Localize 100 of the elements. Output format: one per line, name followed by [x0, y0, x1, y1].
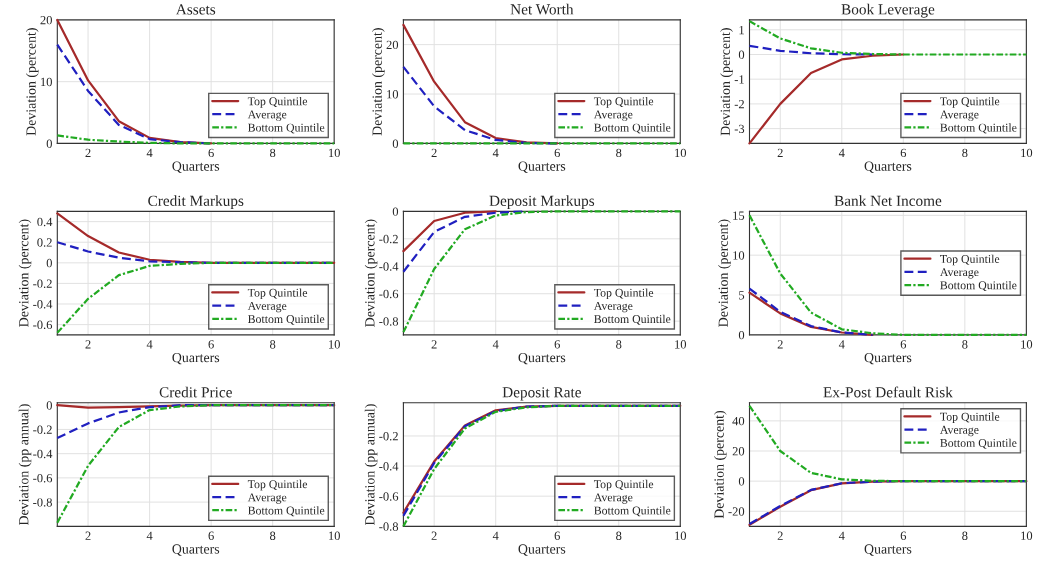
legend-label: Top Quintile: [593, 288, 654, 300]
y-tick-label: 0: [46, 258, 52, 268]
x-tick-label: 6: [554, 531, 560, 540]
y-tick-label: 10: [733, 251, 745, 260]
legend-label: Bottom Quintile: [940, 280, 1017, 292]
x-tick-label: 6: [554, 148, 560, 158]
chart-title: Assets: [175, 4, 216, 15]
legend-label: Bottom Quintile: [248, 123, 325, 134]
legend-label: Top Quintile: [247, 288, 308, 300]
legend-label: Average: [939, 425, 979, 437]
y-axis-title: Deviation (pp annual): [18, 404, 32, 526]
y-axis-title: Deviation (percent): [364, 219, 378, 327]
chart-title: Credit Markups: [148, 195, 244, 210]
y-tick-label: -0.4: [379, 462, 399, 471]
x-axis-title: Quarters: [864, 352, 912, 365]
y-tick-label: -0.6: [379, 492, 399, 501]
x-tick-label: 8: [616, 340, 622, 349]
legend-label: Average: [593, 301, 633, 313]
x-tick-label: 6: [900, 340, 907, 349]
x-tick-label: 8: [270, 148, 276, 158]
legend-label: Average: [247, 493, 287, 504]
y-tick-label: -0.2: [33, 425, 52, 434]
x-tick-label: 2: [777, 148, 783, 157]
x-tick-label: 8: [270, 531, 276, 540]
y-tick-label: 0: [738, 50, 745, 59]
y-tick-label: 0: [392, 207, 399, 216]
x-axis-title: Quarters: [864, 161, 912, 173]
y-tick-label: -0.4: [33, 300, 53, 309]
chart-title: Bank Net Income: [834, 195, 942, 206]
y-tick-label: -0.6: [379, 289, 399, 299]
x-tick-label: 6: [900, 148, 907, 158]
x-tick-label: 4: [838, 531, 845, 540]
x-tick-label: 6: [208, 340, 214, 349]
y-tick-label: -0.6: [33, 473, 53, 483]
line-series: [402, 210, 497, 253]
legend-label: Bottom Quintile: [594, 123, 671, 134]
x-tick-label: 8: [616, 531, 622, 540]
legend-label: Top Quintile: [593, 96, 654, 108]
y-tick-label: -2: [734, 99, 744, 109]
x-tick-label: 10: [1021, 148, 1033, 158]
x-tick-label: 4: [146, 340, 153, 349]
x-tick-label: 4: [838, 148, 845, 157]
y-tick-label: 15: [733, 211, 745, 220]
chart-title: Deposit Rate: [502, 387, 581, 401]
legend-label: Average: [939, 110, 979, 121]
x-axis-title: Quarters: [172, 352, 220, 365]
x-tick-label: 2: [431, 148, 437, 157]
chart-title: Credit Price: [159, 386, 232, 398]
x-axis-title: Quarters: [864, 544, 912, 556]
y-tick-label: -0.2: [379, 431, 398, 441]
chart-title: Ex-Post Default Risk: [823, 386, 953, 398]
y-tick-label: 20: [732, 447, 745, 456]
x-tick-label: 6: [208, 531, 214, 540]
y-tick-label: 20: [40, 15, 52, 25]
legend-label: Bottom Quintile: [594, 506, 671, 517]
x-axis-title: Quarters: [172, 544, 220, 556]
legend-label: Top Quintile: [247, 479, 308, 491]
x-tick-label: 4: [492, 148, 499, 157]
x-tick-label: 4: [838, 340, 845, 349]
legend-label: Top Quintile: [940, 412, 1000, 424]
y-tick-label: 1: [739, 25, 744, 35]
y-tick-label: 0.2: [37, 238, 52, 247]
x-tick-label: 10: [329, 340, 340, 349]
legend-label: Average: [247, 301, 287, 313]
y-tick-label: 0: [392, 139, 399, 148]
y-tick-label: 0: [46, 139, 52, 148]
x-tick-label: 6: [554, 340, 560, 349]
x-tick-label: 10: [1021, 531, 1033, 540]
y-axis-title: Deviation (percent): [713, 411, 727, 519]
x-axis-title: Quarters: [518, 544, 566, 556]
x-tick-label: 8: [270, 340, 276, 349]
x-tick-label: 10: [675, 531, 687, 540]
x-axis-title: Quarters: [518, 352, 566, 365]
y-tick-label: 10: [41, 77, 52, 87]
legend-label: Bottom Quintile: [940, 123, 1017, 134]
y-tick-label: -0.4: [379, 262, 399, 271]
x-tick-label: 2: [85, 340, 91, 349]
x-tick-label: 2: [777, 340, 783, 349]
y-tick-label: -20: [728, 507, 745, 516]
line-series: [56, 404, 336, 524]
x-tick-label: 2: [85, 531, 91, 540]
x-tick-label: 10: [1021, 340, 1033, 349]
x-tick-label: 6: [208, 148, 214, 158]
x-tick-label: 10: [329, 148, 340, 158]
y-axis-title: Deviation (percent): [720, 28, 733, 136]
line-series: [748, 53, 905, 145]
chart-title: Deposit Markups: [489, 195, 595, 210]
line-series: [748, 44, 874, 56]
legend-label: Average: [593, 493, 633, 504]
legend-label: Average: [247, 110, 287, 121]
x-tick-label: 2: [85, 148, 91, 157]
y-axis-title: Deviation (percent): [718, 219, 731, 327]
x-axis-title: Quarters: [172, 161, 220, 173]
x-tick-label: 4: [492, 340, 499, 349]
y-tick-label: -0.4: [33, 449, 53, 459]
y-tick-label: 0: [738, 477, 745, 486]
y-tick-label: -0.6: [33, 320, 53, 330]
legend-label: Average: [593, 110, 633, 121]
y-tick-label: -1: [734, 75, 744, 84]
y-tick-label: 20: [386, 40, 399, 50]
